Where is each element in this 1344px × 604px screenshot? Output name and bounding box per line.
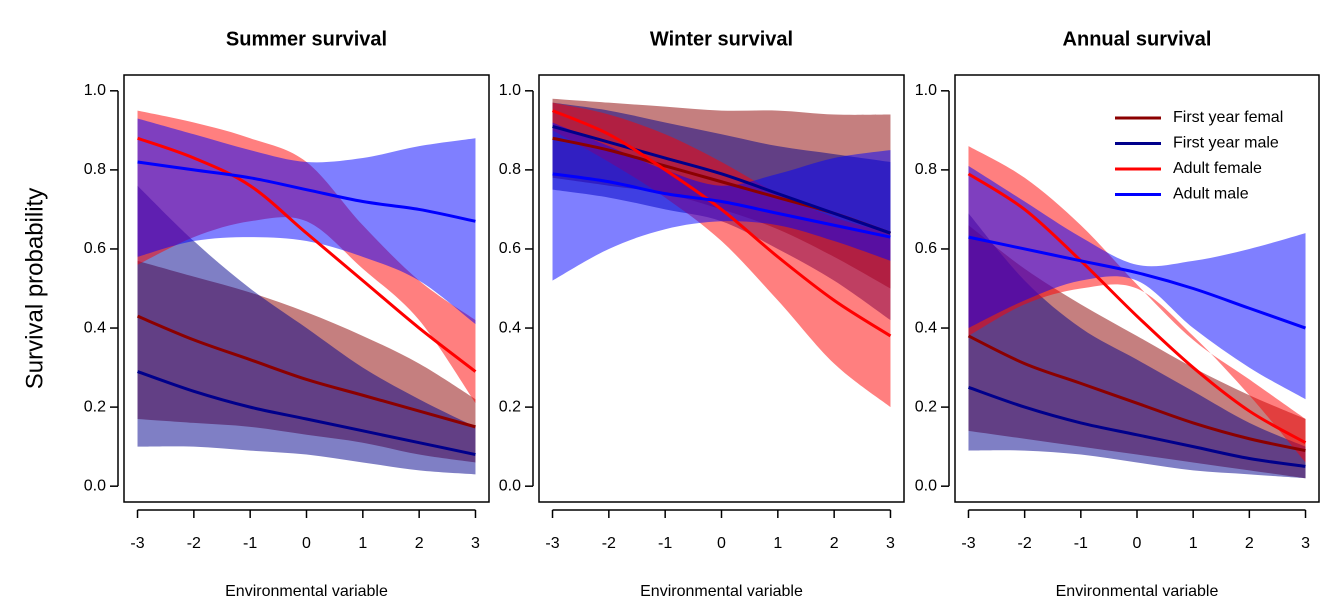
chart-title: Annual survival: [1063, 28, 1212, 50]
x-tick-label: 0: [302, 535, 311, 552]
y-tick-label: 0.0: [499, 477, 521, 494]
x-tick-label: -1: [658, 535, 672, 552]
series-line: [137, 160, 476, 223]
plot-area: [551, 98, 892, 408]
x-tick-label: 2: [415, 535, 424, 552]
y-tick-label: 0.0: [84, 477, 106, 494]
y-tick-label: 0.2: [915, 398, 937, 415]
x-tick-label: 1: [1189, 535, 1198, 552]
series-line: [136, 314, 476, 429]
y-tick-label: 0.8: [84, 161, 106, 178]
plot-frame: [954, 74, 1320, 503]
series-line: [552, 124, 891, 235]
x-tick-label: 1: [358, 535, 367, 552]
x-tick-label: -1: [1074, 535, 1088, 552]
y-axis-label: Survival probability: [21, 188, 48, 389]
y-tick-label: 0.4: [915, 319, 937, 336]
confidence-band: [968, 213, 1306, 479]
y-tick-label: 0.2: [84, 398, 106, 415]
x-tick-label: -2: [602, 535, 616, 552]
chart-title: Summer survival: [226, 28, 387, 50]
y-tick-label: 0.2: [499, 398, 521, 415]
x-tick-label: -3: [961, 535, 975, 552]
x-tick-label: 2: [830, 535, 839, 552]
x-axis-label: Environmental variable: [640, 583, 803, 600]
y-tick-label: 1.0: [499, 82, 521, 99]
legend-label: Adult female: [1173, 160, 1262, 177]
series-line: [137, 370, 476, 457]
confidence-band: [968, 165, 1306, 400]
plot-area: [967, 146, 1307, 479]
y-tick-label: 0.8: [499, 161, 521, 178]
plot-area: [136, 110, 477, 475]
y-tick-label: 0.6: [499, 240, 521, 257]
y-tick-label: 0.8: [915, 161, 937, 178]
legend-label: First year male: [1173, 135, 1279, 152]
y-tick-label: 0.6: [915, 240, 937, 257]
legend-label: First year femal: [1173, 109, 1283, 126]
y-tick-label: 0.4: [499, 319, 521, 336]
chart-title: Winter survival: [650, 28, 793, 50]
x-tick-label: -3: [545, 535, 559, 552]
x-tick-label: 1: [773, 535, 782, 552]
x-tick-label: 3: [1301, 535, 1310, 552]
plot-frame: [123, 74, 490, 503]
x-tick-label: 0: [717, 535, 726, 552]
x-tick-label: 2: [1245, 535, 1254, 552]
series-line: [552, 172, 891, 239]
x-tick-label: -2: [1018, 535, 1032, 552]
x-tick-label: -3: [130, 535, 144, 552]
y-tick-label: 1.0: [915, 82, 937, 99]
y-tick-label: 0.6: [84, 240, 106, 257]
x-tick-label: -2: [187, 535, 201, 552]
y-tick-label: 0.4: [84, 319, 106, 336]
series-line: [967, 385, 1306, 468]
y-tick-label: 0.0: [915, 477, 937, 494]
series-line: [967, 172, 1307, 445]
series-line: [137, 136, 477, 373]
x-axis-label: Environmental variable: [1056, 583, 1219, 600]
plot-frame: [538, 74, 905, 503]
series-line: [967, 334, 1306, 453]
x-axis-label: Environmental variable: [225, 583, 388, 600]
series-line: [968, 235, 1307, 330]
x-tick-label: 3: [886, 535, 895, 552]
x-tick-label: 3: [471, 535, 480, 552]
series-line: [551, 109, 892, 338]
x-tick-label: 0: [1133, 535, 1142, 552]
legend-label: Adult male: [1173, 186, 1249, 203]
y-tick-label: 1.0: [84, 82, 106, 99]
x-tick-label: -1: [243, 535, 257, 552]
